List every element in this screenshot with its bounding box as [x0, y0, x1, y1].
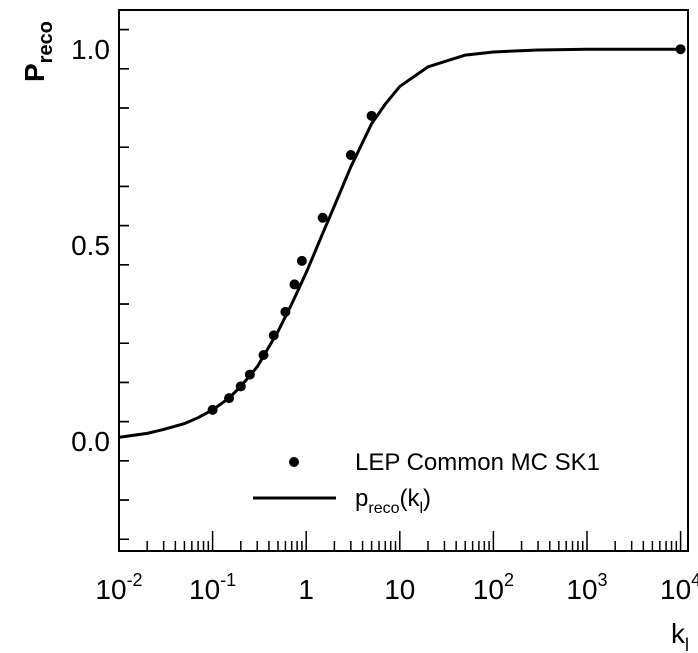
- x-tick-label-exponent: 3: [598, 570, 608, 590]
- x-tick-label-base: 10: [566, 574, 597, 605]
- x-tick-label-exponent: -1: [220, 570, 236, 590]
- data-point: [244, 369, 255, 380]
- data-point: [258, 349, 269, 360]
- legend-label-line-sub: reco: [368, 500, 399, 517]
- x-tick-label-base: 10: [473, 574, 504, 605]
- x-axis-ticks: [118, 531, 682, 551]
- plot-frame: [118, 9, 689, 552]
- legend-label-line: preco(kl): [355, 485, 431, 517]
- y-axis-title-main: P: [19, 63, 50, 82]
- data-point: [366, 110, 377, 121]
- data-point: [235, 381, 246, 392]
- x-axis-title-main: k: [671, 618, 686, 649]
- y-tick-label: 0.0: [71, 426, 110, 457]
- data-point: [345, 150, 356, 161]
- data-points: [207, 44, 686, 415]
- data-point: [675, 44, 686, 55]
- x-axis-title-sub: l: [685, 635, 689, 653]
- y-tick-label: 0.5: [71, 230, 110, 261]
- y-axis-title: Preco: [19, 21, 57, 82]
- x-tick-label-base: 10: [384, 574, 415, 605]
- x-tick-label-base: 1: [298, 574, 314, 605]
- legend: LEP Common MC SK1 preco(kl): [253, 449, 600, 517]
- data-point: [317, 212, 328, 223]
- legend-label-line-args-open: (k: [399, 485, 420, 512]
- legend-label-line-args-close: ): [423, 485, 431, 512]
- x-tick-label: 104: [660, 570, 698, 605]
- x-tick-label: 10: [384, 574, 415, 605]
- data-point: [224, 393, 235, 404]
- x-axis-title: kl: [671, 618, 689, 653]
- x-tick-label: 10-2: [95, 570, 142, 605]
- x-axis-tick-labels: 10-2 10-1 1 10 102 103 104: [95, 570, 698, 605]
- fit-curve-line: [118, 47, 681, 439]
- data-point: [289, 279, 300, 290]
- y-axis-title-sub: reco: [35, 21, 57, 63]
- legend-label-line-args-sub: l: [419, 500, 423, 517]
- x-tick-label-base: 10: [189, 574, 220, 605]
- legend-marker-points: [289, 457, 299, 467]
- x-tick-label-base: 10: [660, 574, 691, 605]
- data-point: [207, 404, 218, 415]
- legend-label-line-main: p: [355, 485, 368, 512]
- x-tick-label: 102: [473, 570, 514, 605]
- data-point: [296, 255, 307, 266]
- y-axis-tick-labels: 0.0 0.5 1.0: [71, 34, 110, 457]
- x-tick-label: 103: [566, 570, 607, 605]
- x-tick-label-base: 10: [95, 574, 126, 605]
- legend-label-points: LEP Common MC SK1: [355, 449, 600, 476]
- x-tick-label-exponent: -2: [127, 570, 143, 590]
- data-point: [280, 306, 291, 317]
- x-tick-label: 10-1: [189, 570, 236, 605]
- x-tick-label: 1: [298, 574, 314, 605]
- y-tick-label: 1.0: [71, 34, 110, 65]
- y-axis-ticks: [119, 28, 129, 540]
- x-tick-label-exponent: 2: [504, 570, 514, 590]
- x-tick-label-exponent: 4: [691, 570, 698, 590]
- data-point: [268, 330, 279, 341]
